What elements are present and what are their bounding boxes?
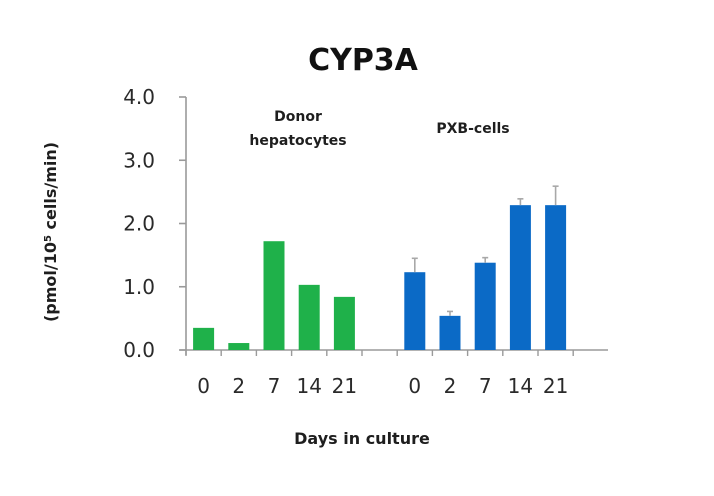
- y-axis: 0.0 1.0 2.0 3.0 4.0: [123, 85, 187, 362]
- bar-pxb-day-7: [474, 262, 496, 350]
- y-axis-label: (pmol/105 cells/min): [41, 142, 60, 322]
- x-tick-label: 21: [543, 374, 568, 398]
- y-tick-label: 0.0: [123, 338, 155, 362]
- bar-donor-day-2: [228, 343, 250, 350]
- y-tick-label: 4.0: [123, 85, 155, 109]
- bar-pxb-day-14: [509, 205, 531, 350]
- x-tick-label: 14: [296, 374, 321, 398]
- group-label-donor: Donor: [274, 109, 322, 125]
- x-tick-label: 2: [444, 374, 457, 398]
- y-axis-label-pre: (pmol/10: [41, 242, 60, 322]
- y-axis-label-sup: 5: [43, 235, 54, 242]
- x-tick-label: 0: [408, 374, 421, 398]
- x-tick-label: 0: [197, 374, 210, 398]
- y-tick-label: 3.0: [123, 148, 155, 172]
- bar-pxb-day-21: [545, 205, 567, 350]
- bar-donor-day-0: [193, 327, 215, 350]
- x-tick-label: 7: [268, 374, 281, 398]
- x-tick-label: 2: [232, 374, 245, 398]
- bar-donor-day-14: [298, 284, 320, 350]
- x-axis-label: Days in culture: [294, 429, 430, 448]
- y-tick-label: 2.0: [123, 212, 155, 236]
- x-axis: 0 2 7 14 21 0 2 7 14 21: [180, 349, 608, 398]
- y-tick-label: 1.0: [123, 275, 155, 299]
- group-label-pxb: PXB-cells: [436, 121, 509, 137]
- bar-pxb-day-0: [404, 272, 426, 350]
- group-label-donor: hepatocytes: [249, 133, 346, 149]
- y-axis-label-post: cells/min): [41, 142, 60, 235]
- bars: [193, 185, 567, 350]
- bar-donor-day-21: [333, 296, 355, 350]
- x-tick-label: 7: [479, 374, 492, 398]
- group-labels: Donor hepatocytes PXB-cells: [249, 109, 509, 149]
- x-tick-label: 21: [332, 374, 357, 398]
- bar-pxb-day-2: [439, 315, 461, 350]
- x-tick-label: 14: [508, 374, 533, 398]
- chart-title: CYP3A: [308, 43, 419, 78]
- bar-donor-day-7: [263, 241, 285, 350]
